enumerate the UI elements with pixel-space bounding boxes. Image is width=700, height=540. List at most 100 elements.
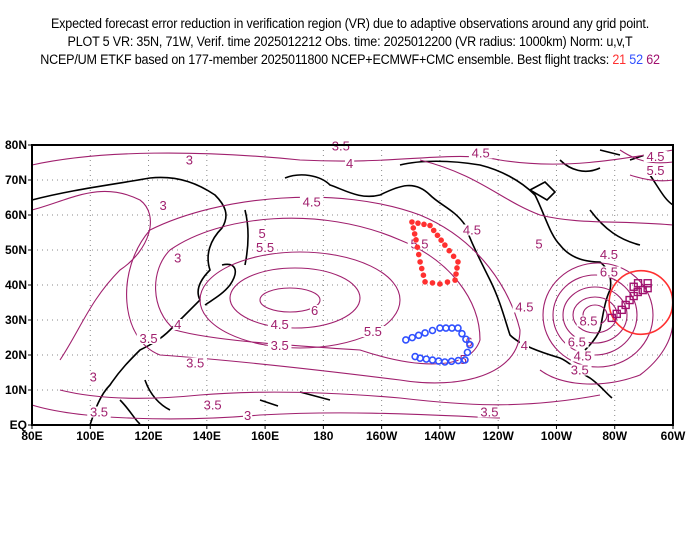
track-point xyxy=(453,271,459,277)
contour-label-bg xyxy=(243,410,253,421)
contour-label-bg xyxy=(458,354,468,365)
track-point xyxy=(427,222,433,229)
track-point xyxy=(428,326,437,335)
x-tick-label: 140W xyxy=(424,429,456,443)
track-point xyxy=(455,259,461,265)
title-line-3: NCEP/UM ETKF based on 177-member 2025011… xyxy=(25,52,676,67)
flight-track-62 xyxy=(607,279,652,323)
track-point xyxy=(638,285,647,295)
contour-label: 4.5 xyxy=(463,223,481,238)
contour-label: 5.5 xyxy=(364,324,382,339)
contour-label: 8.5 xyxy=(579,314,597,329)
track-point xyxy=(428,356,437,364)
contour-label: 3 xyxy=(186,153,193,168)
track-point xyxy=(442,242,448,248)
x-tick-label: 160E xyxy=(251,429,279,443)
contour-label: 3 xyxy=(90,370,97,385)
contour-label: 4.5 xyxy=(472,146,490,161)
contour-lines xyxy=(31,149,674,420)
track-point xyxy=(408,333,417,342)
track-point xyxy=(421,329,429,337)
x-tick-label: 120W xyxy=(483,429,515,443)
track-point xyxy=(422,279,428,285)
contour-label: 3.5 xyxy=(571,363,589,378)
x-tick-label: 80W xyxy=(602,429,627,443)
contour-label-bg xyxy=(597,266,621,278)
contour-label: 4 xyxy=(521,338,528,353)
track-point xyxy=(450,253,457,260)
y-tick-label: 60N xyxy=(5,208,27,222)
contour-label: 6.5 xyxy=(600,265,618,280)
contour-label: 4 xyxy=(346,156,353,171)
y-tick-label: 20N xyxy=(5,348,27,362)
contour-label-bg xyxy=(158,200,168,211)
x-tick-label: 160W xyxy=(366,429,398,443)
y-tick-label: 50N xyxy=(5,243,27,257)
contour-label-bg xyxy=(565,336,589,348)
track-point xyxy=(446,247,453,254)
contour-label-bg xyxy=(361,326,385,337)
track-point xyxy=(643,279,652,288)
y-tick-label: EQ xyxy=(10,418,27,432)
track-point xyxy=(415,220,421,226)
track-point xyxy=(421,221,427,228)
contour-label-bg xyxy=(570,350,595,362)
contour-label: 3.5 xyxy=(271,338,289,353)
contour-label-bg xyxy=(407,238,432,250)
track-point xyxy=(402,336,410,344)
contour-label: 4.5 xyxy=(271,317,289,332)
contour-label-bg xyxy=(173,252,183,264)
track-label-52: 52 xyxy=(629,52,643,67)
track-point xyxy=(454,265,460,271)
contour-label-bg xyxy=(200,399,225,411)
x-tick-label: 120E xyxy=(135,429,163,443)
contour-label-bg xyxy=(88,371,98,383)
contour-label: 5 xyxy=(259,226,266,241)
contour-label-bg xyxy=(519,340,530,351)
track-label-21: 21 xyxy=(612,52,626,67)
track-point xyxy=(466,341,474,349)
y-tick-label: 10N xyxy=(5,383,27,397)
track-point xyxy=(434,232,441,239)
track-point xyxy=(409,219,415,225)
track-point xyxy=(643,283,652,293)
contour-label: 3 xyxy=(174,251,181,266)
contour-label: 6 xyxy=(311,303,318,318)
contour-label: 3.5 xyxy=(204,398,222,413)
flight-track-52 xyxy=(402,324,474,366)
contour-label-bg xyxy=(173,319,183,330)
track-point xyxy=(444,279,451,285)
contour-label: 3.5 xyxy=(186,356,204,371)
contour-label-bg xyxy=(299,196,324,208)
track-point xyxy=(413,237,419,243)
contour-label: 4.5 xyxy=(515,300,533,315)
contour-label: 3.5 xyxy=(90,405,108,420)
title-line-1: Expected forecast error reduction in ver… xyxy=(50,16,650,31)
track-point xyxy=(417,259,423,265)
track-point xyxy=(438,237,444,243)
y-tick-label: 30N xyxy=(5,313,27,327)
contour-label: 4 xyxy=(174,317,181,332)
track-point xyxy=(411,352,419,361)
contour-label: 4.5 xyxy=(646,149,664,164)
track-point xyxy=(629,282,638,291)
title-line-2: PLOT 5 VR: 35N, 71W, Verif. time 2025012… xyxy=(67,34,633,49)
contour-label-bg xyxy=(257,228,267,239)
x-tick-label: 100E xyxy=(76,429,104,443)
track-point xyxy=(442,324,450,332)
x-tick-label: 140E xyxy=(193,429,221,443)
track-point xyxy=(434,357,443,365)
contour-label: 4.5 xyxy=(303,195,321,210)
contour-label-bg xyxy=(576,315,601,327)
y-tick-label: 40N xyxy=(5,278,27,292)
track-point xyxy=(437,281,443,287)
track-point xyxy=(410,225,417,231)
contour-label: 3.5 xyxy=(140,331,158,346)
track-point xyxy=(420,272,427,279)
track-point xyxy=(463,348,472,357)
contour-label-bg xyxy=(512,301,537,313)
y-tick-label: 70N xyxy=(5,173,27,187)
contour-label-bg xyxy=(477,406,502,418)
contour-label: 3.5 xyxy=(480,405,498,420)
